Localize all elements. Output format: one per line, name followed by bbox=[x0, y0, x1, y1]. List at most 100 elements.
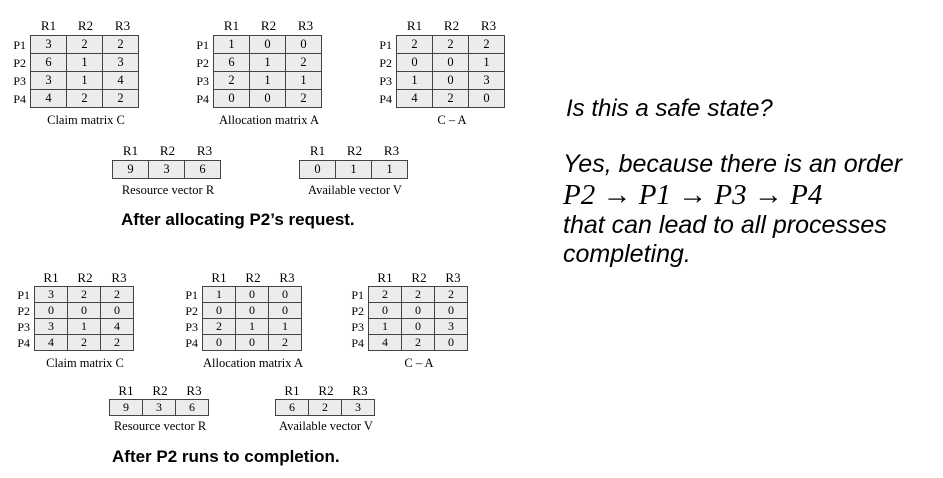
matrix-cell: 3 bbox=[468, 71, 505, 90]
row-label: P3 bbox=[13, 74, 26, 88]
matrix-cell: 4 bbox=[34, 334, 68, 351]
matrix-row-labels: P1 P2 P3 P4 bbox=[10, 36, 26, 108]
vector-cell: 1 bbox=[335, 160, 372, 179]
vector-cell: 0 bbox=[299, 160, 336, 179]
top-section-caption: After allocating P2’s request. bbox=[121, 210, 355, 229]
matrix-cell: 1 bbox=[249, 53, 286, 72]
matrix-cell: 3 bbox=[34, 286, 68, 303]
matrix-cell: 1 bbox=[285, 71, 322, 90]
row-label: P4 bbox=[351, 336, 364, 350]
matrix-column-headers: R1 R2 R3 bbox=[213, 18, 324, 35]
matrix-cell: 2 bbox=[434, 286, 468, 303]
row-label: P3 bbox=[196, 74, 209, 88]
row-label: P3 bbox=[185, 320, 198, 334]
matrix-cell: 0 bbox=[34, 302, 68, 319]
matrix-cell: 2 bbox=[66, 89, 103, 108]
safe-state-answer: Yes, because there is an order P2 → P1 →… bbox=[563, 150, 933, 269]
matrix-cell: 2 bbox=[67, 286, 101, 303]
matrix-cell: 2 bbox=[368, 286, 402, 303]
column-header: R2 bbox=[77, 270, 93, 285]
column-header: R3 bbox=[383, 143, 400, 158]
column-header: R2 bbox=[346, 143, 363, 158]
vector-caption: Resource vector R bbox=[113, 419, 207, 433]
matrix-cell: 2 bbox=[100, 286, 134, 303]
column-header: R1 bbox=[377, 270, 393, 285]
column-header: R1 bbox=[284, 383, 300, 398]
column-header: R1 bbox=[122, 143, 139, 158]
matrix-cell: 0 bbox=[213, 89, 250, 108]
matrix-cell: 1 bbox=[67, 318, 101, 335]
matrix-cell: 2 bbox=[432, 89, 469, 108]
matrix-cell: 6 bbox=[213, 53, 250, 72]
vector-cell: 6 bbox=[184, 160, 221, 179]
row-label: P1 bbox=[185, 288, 198, 302]
matrix-cell: 0 bbox=[100, 302, 134, 319]
row-label: P2 bbox=[185, 304, 198, 318]
matrix-cell: 2 bbox=[202, 318, 236, 335]
matrix-cell: 2 bbox=[100, 334, 134, 351]
matrix-cell: 2 bbox=[268, 334, 302, 351]
matrix-cell: 4 bbox=[396, 89, 433, 108]
process-order: P2 → P1 → P3 → P4 bbox=[563, 179, 823, 211]
matrix-cell: 0 bbox=[202, 302, 236, 319]
vector-cell: 6 bbox=[275, 399, 309, 416]
row-label: P2 bbox=[379, 56, 392, 70]
matrix-cell: 3 bbox=[34, 318, 68, 335]
matrix-caption: Claim matrix C bbox=[46, 356, 124, 370]
row-label: P3 bbox=[17, 320, 30, 334]
column-header: R1 bbox=[309, 143, 326, 158]
matrix-cell: 2 bbox=[67, 334, 101, 351]
matrix-cell: 0 bbox=[235, 334, 269, 351]
row-label: P3 bbox=[379, 74, 392, 88]
matrix-cell: 3 bbox=[30, 35, 67, 54]
column-header: R2 bbox=[443, 18, 460, 33]
matrix-row-labels: P1 P2 P3 P4 bbox=[348, 287, 364, 351]
matrix-cell: 0 bbox=[285, 35, 322, 54]
vector-cell: 6 bbox=[175, 399, 209, 416]
matrix-cell: 2 bbox=[102, 89, 139, 108]
matrix-cell: 0 bbox=[434, 302, 468, 319]
matrix-cell: 1 bbox=[66, 71, 103, 90]
row-label: P2 bbox=[17, 304, 30, 318]
column-header: R3 bbox=[186, 383, 202, 398]
matrix-cell: 1 bbox=[396, 71, 433, 90]
column-header: R3 bbox=[111, 270, 127, 285]
column-header: R2 bbox=[245, 270, 261, 285]
matrix-cell: 0 bbox=[368, 302, 402, 319]
row-label: P1 bbox=[13, 38, 26, 52]
matrix-column-headers: R1 R2 R3 bbox=[396, 18, 507, 35]
row-label: P1 bbox=[379, 38, 392, 52]
matrix-column-headers: R1 R2 R3 bbox=[202, 270, 304, 286]
column-header: R2 bbox=[318, 383, 334, 398]
bottom-section-caption: After P2 runs to completion. bbox=[112, 447, 340, 466]
matrix-cell: 3 bbox=[102, 53, 139, 72]
row-label: P1 bbox=[351, 288, 364, 302]
vector-cell: 3 bbox=[142, 399, 176, 416]
matrix-cell: 2 bbox=[468, 35, 505, 54]
column-header: R3 bbox=[279, 270, 295, 285]
matrix-cell: 0 bbox=[268, 302, 302, 319]
vector-cell: 9 bbox=[109, 399, 143, 416]
matrix-row-labels: P1 P2 P3 P4 bbox=[193, 36, 209, 108]
matrix-caption: Claim matrix C bbox=[47, 113, 125, 127]
vector-cell: 3 bbox=[148, 160, 185, 179]
matrix-cell: 0 bbox=[235, 302, 269, 319]
vector-cell: 3 bbox=[341, 399, 375, 416]
row-label: P2 bbox=[196, 56, 209, 70]
matrix-cell: 0 bbox=[249, 89, 286, 108]
matrix-cell: 2 bbox=[285, 89, 322, 108]
matrix-row-labels: P1 P2 P3 P4 bbox=[376, 36, 392, 108]
row-label: P4 bbox=[185, 336, 198, 350]
vector-caption: Available vector V bbox=[279, 419, 373, 433]
matrix-cell: 0 bbox=[401, 302, 435, 319]
